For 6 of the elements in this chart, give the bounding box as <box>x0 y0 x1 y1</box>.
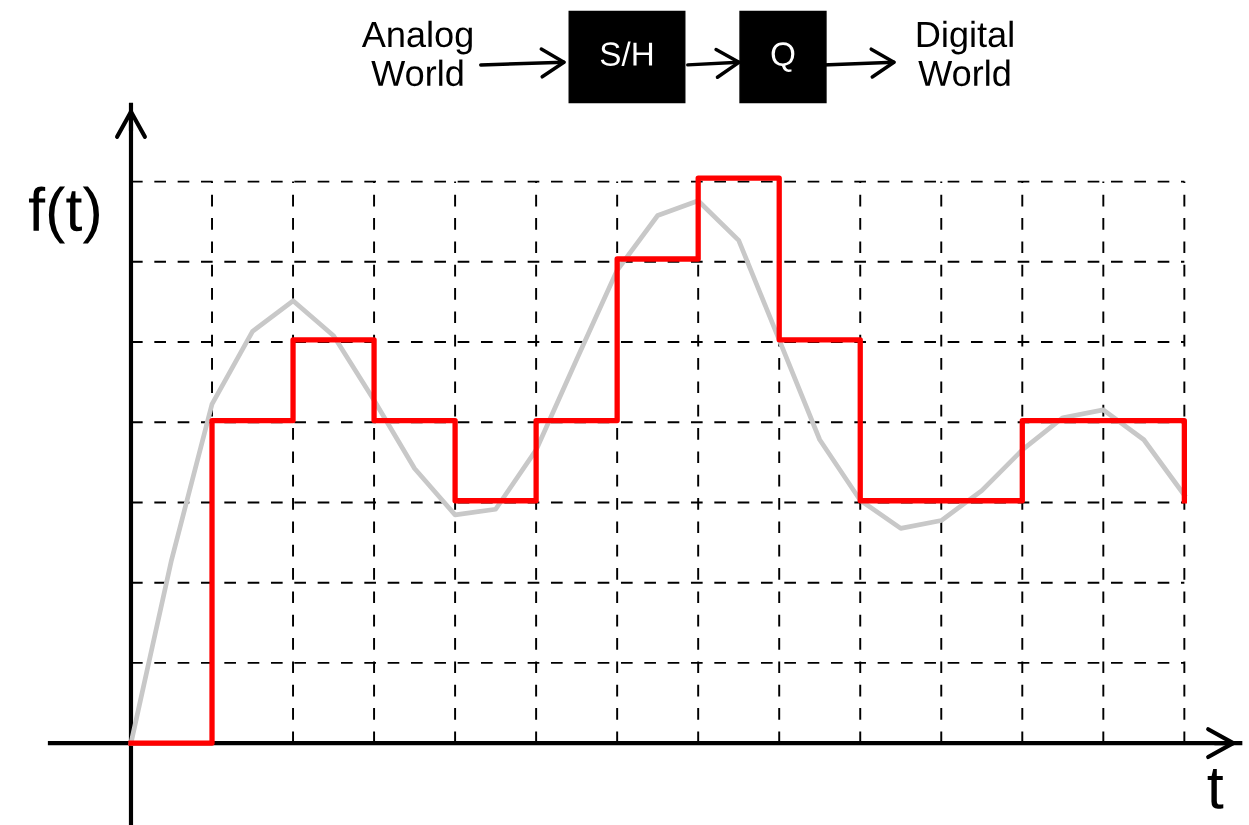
text: Q <box>771 42 795 72</box>
text: S/H <box>600 41 653 66</box>
y-axis-title: f(t) <box>28 186 99 244</box>
text: Digital World <box>917 20 1013 87</box>
text: Analog World <box>361 20 472 87</box>
x-axis-title: t <box>1207 768 1224 809</box>
